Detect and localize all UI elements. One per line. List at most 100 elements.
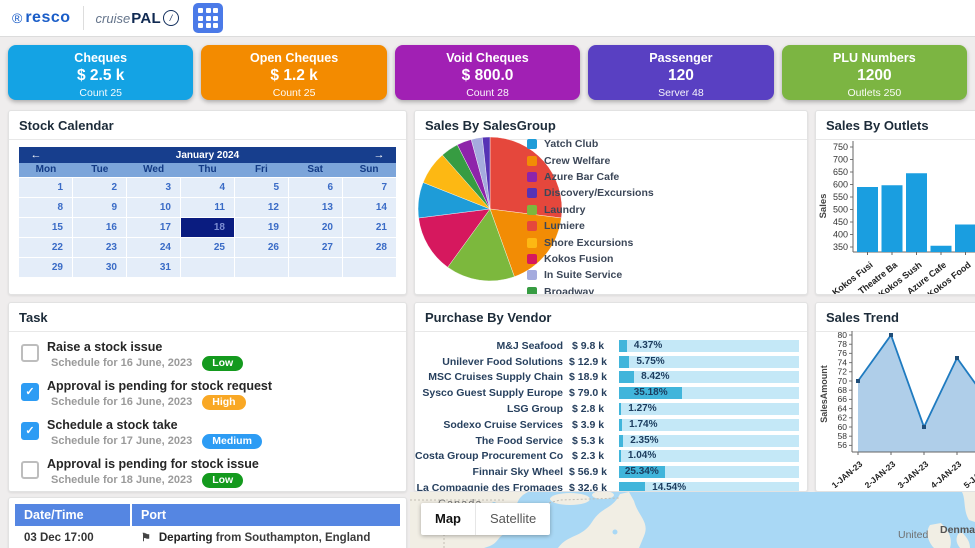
- vendor-amount: $ 12.9 k: [569, 355, 607, 368]
- calendar-day-header: Fri: [254, 164, 268, 175]
- task-checkbox[interactable]: ✓: [21, 422, 39, 440]
- legend-swatch: [527, 253, 537, 264]
- map-widget[interactable]: Canada United Denmark Map Satellite: [410, 492, 975, 548]
- kpi-card-title: Open Cheques: [250, 51, 339, 65]
- vendor-row: M&J Seafood $ 9.8 k 4.37%: [415, 338, 799, 354]
- cruisepal-logo-cruise: cruise: [95, 10, 131, 26]
- vendor-bar-track: 14.54%: [619, 482, 799, 491]
- calendar-week-row: 22 23 24 25 26 27 28: [19, 238, 396, 257]
- purchase-by-vendor-panel: Purchase By Vendor M&J Seafood $ 9.8 k 4.3…: [414, 302, 808, 492]
- legend-item[interactable]: Yatch Club: [527, 136, 654, 152]
- calendar-day-cell[interactable]: 15: [19, 218, 72, 237]
- calendar-day-cell[interactable]: 30: [73, 258, 126, 277]
- kpi-card-cheques[interactable]: Cheques $ 2.5 k Count 25: [8, 45, 194, 100]
- calendar-day-cell[interactable]: 9: [73, 198, 126, 217]
- calendar-day-cell[interactable]: 23: [73, 238, 126, 257]
- calendar-day-cell[interactable]: 25: [181, 238, 234, 257]
- kpi-card-open-cheques[interactable]: Open Cheques $ 1.2 k Count 25: [201, 45, 387, 100]
- calendar-day-cell[interactable]: 2: [73, 178, 126, 197]
- task-title: Raise a stock issue: [47, 340, 163, 354]
- port-row-status: Departing: [158, 532, 213, 544]
- legend-item[interactable]: Crew Welfare: [527, 152, 654, 168]
- legend-item[interactable]: Laundry: [527, 202, 654, 218]
- vendor-pct-label: 1.04%: [627, 450, 657, 462]
- calendar-day-cell[interactable]: 29: [19, 258, 72, 277]
- task-checkbox[interactable]: [21, 344, 39, 362]
- legend-swatch: [527, 286, 537, 294]
- task-checkbox[interactable]: [21, 461, 39, 479]
- calendar-day-cell[interactable]: 18: [181, 218, 234, 237]
- kpi-card-passenger[interactable]: Passenger 120 Server 48: [588, 45, 774, 100]
- calendar-day-cell[interactable]: 5: [235, 178, 288, 197]
- vendor-name: MSC Cruises Supply Chain: [428, 371, 563, 384]
- calendar-day-cell[interactable]: 19: [235, 218, 288, 237]
- vendor-row: LSG Group $ 2.8 k 1.27%: [415, 401, 799, 417]
- legend-label: Kokos Fusion: [544, 252, 614, 265]
- legend-label: Shore Excursions: [544, 236, 634, 249]
- calendar-day-cell[interactable]: 11: [181, 198, 234, 217]
- kpi-card-subtitle: Count 28: [466, 87, 509, 99]
- pie-slice-kokos-fusion: [418, 208, 491, 268]
- legend-item[interactable]: Azure Bar Cafe: [527, 169, 654, 185]
- pie-slice-crew-welfare: [489, 208, 562, 277]
- calendar-day-cell[interactable]: 10: [127, 198, 180, 217]
- outlets-bar-1: [881, 185, 903, 252]
- calendar-day-cell[interactable]: 24: [127, 238, 180, 257]
- vendor-name: La Compagnie des Fromages: [416, 482, 563, 492]
- cruisepal-logo-pal: PAL: [131, 9, 162, 27]
- calendar-day-cell[interactable]: 4: [181, 178, 234, 197]
- sales-by-outlets-title: Sales By Outlets: [816, 111, 975, 140]
- calendar-day-cell[interactable]: 31: [127, 258, 180, 277]
- outlets-bar-0: [857, 187, 878, 252]
- calendar-day-cell[interactable]: 8: [19, 198, 72, 217]
- calendar-day-cell[interactable]: 14: [343, 198, 396, 217]
- trend-ytick: 72: [838, 367, 848, 377]
- vendor-amount: $ 18.9 k: [569, 371, 607, 384]
- kpi-card-void-cheques[interactable]: Void Cheques $ 800.0 Count 28: [394, 45, 581, 100]
- calendar-day-cell: [181, 258, 234, 277]
- calendar-day-cell[interactable]: 22: [19, 238, 72, 257]
- kpi-card-value: 120: [667, 67, 694, 84]
- satellite-button[interactable]: Satellite: [475, 503, 550, 535]
- trend-ytick: 60: [838, 422, 848, 432]
- calendar-day-cell[interactable]: 27: [289, 238, 342, 257]
- calendar-day-cell[interactable]: 17: [127, 218, 180, 237]
- calendar-day-header: Sat: [307, 164, 323, 175]
- calendar-day-cell[interactable]: 20: [289, 218, 342, 237]
- vendor-bar-track: 8.42%: [619, 371, 799, 384]
- calendar-day-cell[interactable]: 1: [19, 178, 72, 197]
- legend-swatch: [527, 204, 537, 215]
- legend-item[interactable]: In Suite Service: [527, 267, 654, 283]
- kpi-card-plu-numbers[interactable]: PLU Numbers 1200 Outlets 250: [781, 45, 968, 100]
- calendar-day-cell[interactable]: 26: [235, 238, 288, 257]
- map-button[interactable]: Map: [435, 511, 461, 526]
- port-table-row[interactable]: 03 Dec 17:00 ⚑ Departing from Southampton,…: [15, 526, 400, 548]
- legend-item[interactable]: Lumiere: [527, 218, 654, 234]
- calendar-prev-icon[interactable]: ←: [30, 149, 42, 161]
- task-checkbox[interactable]: ✓: [21, 383, 39, 401]
- calendar-day-cell[interactable]: 7: [343, 178, 396, 197]
- vendor-bar-track: 35.18%: [619, 387, 799, 400]
- outlets-bar-3: [930, 245, 952, 252]
- calendar-day-cell[interactable]: 3: [127, 178, 180, 197]
- calendar-next-icon[interactable]: →: [373, 149, 385, 161]
- calendar-day-cell[interactable]: 28: [343, 238, 396, 257]
- cruisepal-logo: cruise PAL /: [95, 9, 180, 27]
- legend-item[interactable]: Kokos Fusion: [527, 251, 654, 267]
- calendar-day-cell[interactable]: 21: [343, 218, 396, 237]
- legend-item[interactable]: Discovery/Excursions: [527, 185, 654, 201]
- vendor-bar-fill: [619, 339, 627, 352]
- legend-item[interactable]: Shore Excursions: [527, 234, 654, 250]
- vendor-name: M&J Seafood: [496, 339, 563, 352]
- calendar-day-header: Wed: [143, 164, 165, 175]
- outlets-ytick: 500: [833, 205, 848, 215]
- calendar-day-cell[interactable]: 13: [289, 198, 342, 217]
- app-launcher-grid-icon[interactable]: [193, 3, 224, 33]
- vendor-bar-track: 5.75%: [619, 355, 799, 368]
- legend-item[interactable]: Broadway: [527, 284, 654, 294]
- task-title: Schedule a stock take: [47, 418, 178, 432]
- calendar-day-cell[interactable]: 16: [73, 218, 126, 237]
- calendar-day-cell[interactable]: 12: [235, 198, 288, 217]
- calendar-day-cell[interactable]: 6: [289, 178, 342, 197]
